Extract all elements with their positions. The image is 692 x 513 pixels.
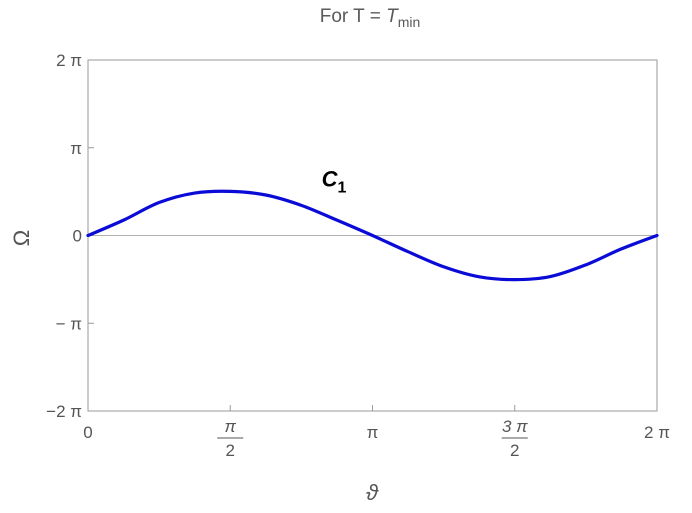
x-axis-label: ϑ bbox=[366, 480, 379, 505]
chart-title-prefix: For T = bbox=[320, 6, 386, 27]
y-tick-label: 2 π bbox=[56, 51, 82, 70]
x-tick-denominator: 2 bbox=[510, 441, 519, 460]
chart-title-symbol: T bbox=[386, 6, 399, 27]
y-axis-ticks: 2 π π 0 − π −2 π bbox=[46, 51, 94, 421]
series-label-name: C bbox=[322, 167, 339, 192]
y-tick-label: − π bbox=[56, 314, 82, 333]
y-tick-label: 0 bbox=[73, 227, 82, 246]
x-tick-label: 2 π bbox=[644, 423, 670, 442]
series-line-c1 bbox=[86, 189, 659, 282]
chart-title: For T = Tmin bbox=[320, 6, 421, 30]
x-tick-denominator: 2 bbox=[226, 441, 235, 460]
x-tick-label: π bbox=[367, 423, 379, 442]
y-axis-label: Ω bbox=[9, 230, 34, 246]
series-label-subscript: 1 bbox=[338, 180, 347, 197]
x-tick-label: 3 π bbox=[502, 417, 528, 436]
series-label-c1: C1 bbox=[322, 167, 347, 197]
x-tick-label: 0 bbox=[83, 423, 92, 442]
y-tick-label: π bbox=[70, 139, 82, 158]
chart-title-subscript: min bbox=[398, 14, 421, 30]
x-tick-label: π bbox=[225, 417, 237, 436]
y-tick-label: −2 π bbox=[46, 402, 82, 421]
x-axis-ticks: 0 π 2 π 3 π 2 2 π bbox=[83, 405, 670, 460]
